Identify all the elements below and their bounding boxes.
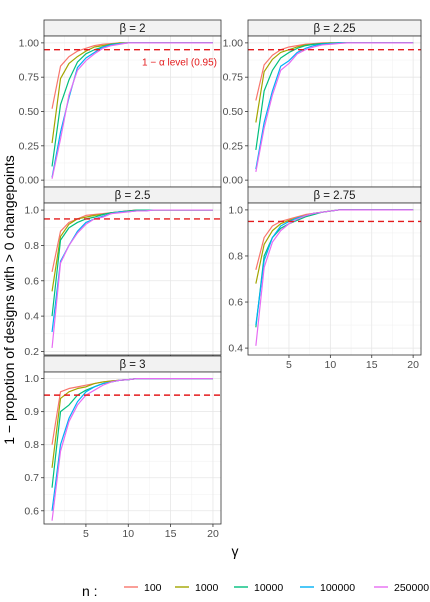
series-line-250000 xyxy=(51,209,213,348)
y-tick-label: 0.4 xyxy=(24,311,39,323)
legend-label: 250000 xyxy=(394,582,429,594)
y-tick-label: 0.8 xyxy=(228,250,243,262)
series-line-250000 xyxy=(255,42,414,173)
series-line-250000 xyxy=(51,378,213,521)
x-tick-label: 15 xyxy=(366,359,378,371)
x-tick-label: 10 xyxy=(325,359,337,371)
y-tick-label: 0.75 xyxy=(19,72,40,84)
panel-background xyxy=(44,203,221,355)
legend-label: 100000 xyxy=(320,582,355,594)
x-tick-label: 10 xyxy=(122,528,134,540)
facet-strip-label: β = 2.75 xyxy=(313,190,355,202)
x-tick-label: 5 xyxy=(286,359,292,371)
y-tick-label: 0.00 xyxy=(223,175,244,187)
y-axis-title: 1 − propotion of designs with > 0 change… xyxy=(1,155,17,445)
y-tick-label: 0.9 xyxy=(24,406,39,418)
y-tick-label: 1.0 xyxy=(24,373,39,385)
y-tick-label: 1.00 xyxy=(223,37,244,49)
x-axis-title: γ xyxy=(232,543,239,559)
legend-entry: 250000 xyxy=(374,582,429,594)
y-tick-label: 1.0 xyxy=(24,205,39,217)
series-line-250000 xyxy=(255,209,414,346)
facet-panel: β = 3 0.6 0.7 0.8 0.9 1.0 5 10 15 20 xyxy=(24,355,222,540)
x-tick-label: 15 xyxy=(165,528,177,540)
y-tick-label: 0.6 xyxy=(24,505,39,517)
y-tick-label: 0.6 xyxy=(24,275,39,287)
facet-panel: β = 2.250.000.250.500.751.005101520 xyxy=(223,19,422,203)
legend-entry: 1000 xyxy=(175,582,219,594)
y-tick-label: 0.6 xyxy=(228,297,243,309)
y-tick-label: 0.25 xyxy=(19,140,40,152)
facet-strip-label: β = 3 xyxy=(119,359,145,371)
series-line-250000 xyxy=(51,42,213,179)
panel-background xyxy=(44,372,221,524)
x-tick-label: 5 xyxy=(83,528,89,540)
y-tick-label: 0.8 xyxy=(24,439,39,451)
y-tick-label: 0.50 xyxy=(19,106,40,118)
legend-label: 1000 xyxy=(195,582,219,594)
y-tick-label: 1.00 xyxy=(19,37,40,49)
legend-entry: 10000 xyxy=(234,582,283,594)
y-tick-label: 0.2 xyxy=(24,346,39,358)
panel-border xyxy=(43,371,222,525)
y-tick-label: 0.00 xyxy=(19,175,40,187)
y-tick-label: 0.7 xyxy=(24,472,39,484)
legend-entry: 100000 xyxy=(300,582,355,594)
facet-strip-label: β = 2.5 xyxy=(115,190,151,202)
facet-panel: β = 2.75 0.4 0.6 0.8 1.0 5 10 15 20 xyxy=(228,186,422,371)
facet-strip-label: β = 2.25 xyxy=(313,23,355,35)
legend: n : 100 1000 10000 100000 250000 xyxy=(82,582,429,599)
y-tick-label: 0.50 xyxy=(223,106,244,118)
y-tick-label: 1.0 xyxy=(228,204,243,216)
facet-panels: β = 21 − α level (0.95)0.000.250.500.751… xyxy=(19,19,422,540)
legend-title: n : xyxy=(82,583,98,599)
y-tick-label: 0.8 xyxy=(24,240,39,252)
alpha-level-annotation: 1 − α level (0.95) xyxy=(142,58,217,69)
legend-entry: 100 xyxy=(124,582,162,594)
facet-strip-label: β = 2 xyxy=(119,23,145,35)
panel-border xyxy=(43,202,222,356)
legend-label: 100 xyxy=(144,582,162,594)
panel-border xyxy=(247,202,422,356)
y-tick-label: 0.25 xyxy=(223,140,244,152)
facet-panel: β = 2 1 − α level (0.95) 0.00 0.25 0.50 0.75 1… xyxy=(19,19,222,203)
y-tick-label: 0.4 xyxy=(228,343,243,355)
y-tick-label: 0.75 xyxy=(223,72,244,84)
x-tick-label: 20 xyxy=(407,359,419,371)
x-tick-label: 20 xyxy=(207,528,219,540)
legend-label: 10000 xyxy=(254,582,283,594)
